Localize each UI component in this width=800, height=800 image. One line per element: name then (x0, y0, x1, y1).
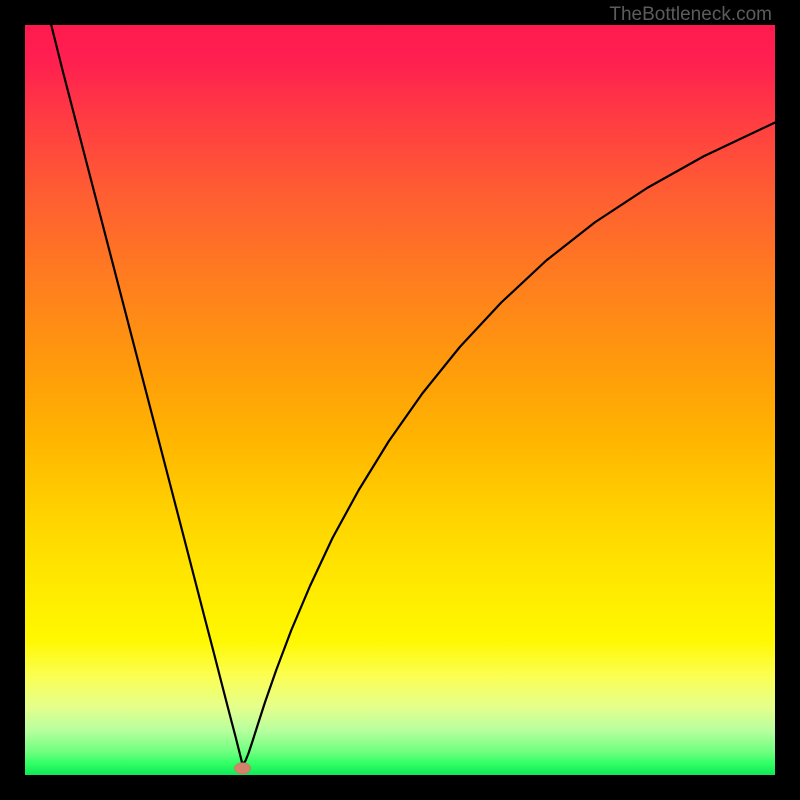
plot-area (25, 25, 775, 775)
chart-container: TheBottleneck.com (0, 0, 800, 800)
watermark-text: TheBottleneck.com (609, 4, 772, 26)
bottleneck-curve (51, 25, 775, 765)
optimal-point-marker (234, 763, 251, 774)
curve-layer (25, 25, 775, 775)
